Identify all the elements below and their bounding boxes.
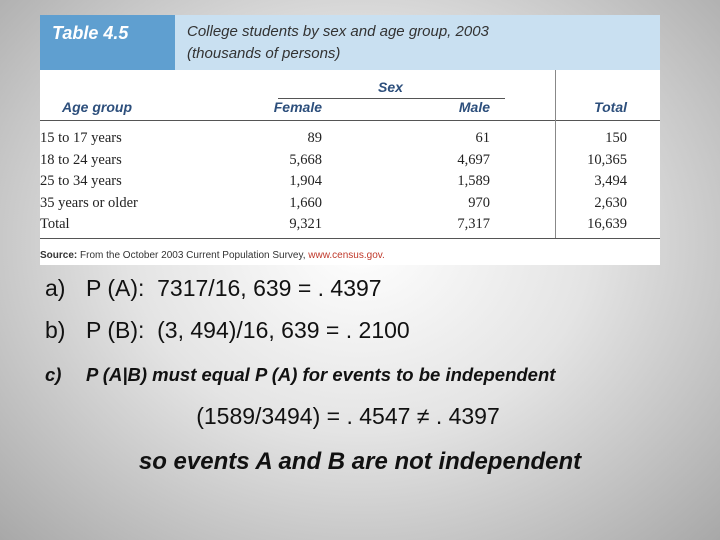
row-label: 35 years or older: [40, 194, 138, 211]
table-cell: 5,668: [289, 151, 322, 168]
table-cell: 1,660: [289, 194, 322, 211]
table-label: Table 4.5: [52, 23, 129, 43]
conclusion-line: so events A and B are not independent: [138, 448, 582, 475]
table-cell: 61: [475, 130, 491, 146]
table-cell: 89: [307, 130, 323, 146]
rule: [40, 120, 660, 121]
item-text: P (A|B) must equal P (A) for events to b…: [86, 364, 556, 385]
rule: [555, 70, 556, 238]
table-title: College students by sex and age group, 2…: [187, 23, 489, 40]
table-cell: 3,494: [594, 173, 627, 189]
column-header: Female: [273, 99, 322, 115]
row-label: 25 to 34 years: [40, 173, 122, 189]
table-cell: 150: [605, 130, 627, 146]
column-header: Male: [458, 99, 490, 115]
item-marker: b): [45, 317, 66, 343]
source-url: www.census.gov.: [308, 250, 385, 261]
row-label: 18 to 24 years: [40, 151, 122, 168]
table-label-box: [40, 15, 175, 70]
item-text: P (A): 7317/16, 639 = . 4397: [86, 275, 382, 301]
table-figure: Table 4.5 College students by sex and ag…: [40, 15, 660, 265]
table-cell: 4,697: [457, 151, 490, 168]
table-cell: 7,317: [457, 216, 490, 232]
row-label: Total: [40, 216, 70, 232]
rule: [40, 238, 660, 239]
item-marker: a): [45, 275, 66, 301]
table-cell: 1,589: [457, 173, 490, 189]
group-header: Sex: [378, 79, 403, 95]
table-cell: 970: [468, 194, 490, 211]
source-line: Source: From the October 2003 Current Po…: [40, 250, 385, 261]
table-cell: 9,321: [289, 216, 322, 232]
row-label: 15 to 17 years: [40, 130, 122, 146]
table-cell: 10,365: [587, 151, 627, 168]
column-header: Total: [594, 99, 627, 115]
source-label: Source:: [40, 250, 78, 261]
table-cell: 16,639: [587, 216, 627, 232]
rule: [278, 98, 505, 99]
table-subtitle: (thousands of persons): [187, 45, 341, 62]
conclusion-line: (1589/3494) = . 4547 ≠ . 4397: [196, 403, 500, 429]
table-cell: 1,904: [289, 173, 322, 189]
item-text: P (B): (3, 494)/16, 639 = . 2100: [86, 317, 410, 343]
table-cell: 2,630: [594, 194, 627, 211]
column-header: Age group: [62, 99, 132, 115]
source-text: From the October 2003 Current Population…: [80, 250, 306, 261]
item-marker: c): [45, 364, 62, 385]
